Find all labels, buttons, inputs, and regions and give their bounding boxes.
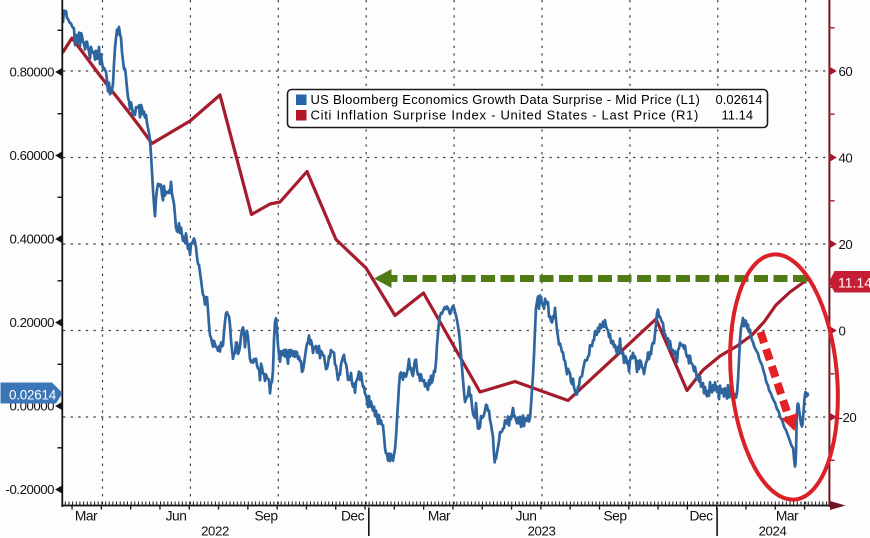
svg-text:Jun: Jun xyxy=(166,509,187,524)
svg-text:0.80000: 0.80000 xyxy=(9,65,54,80)
svg-text:Citi Inflation Surprise Index: Citi Inflation Surprise Index - United S… xyxy=(311,108,700,123)
svg-text:0: 0 xyxy=(839,323,846,338)
svg-text:Jun: Jun xyxy=(516,509,537,524)
svg-text:Mar: Mar xyxy=(75,509,98,524)
svg-text:2023: 2023 xyxy=(528,524,556,538)
svg-text:-0.20000: -0.20000 xyxy=(6,482,55,497)
svg-text:0.02614: 0.02614 xyxy=(716,92,763,107)
svg-text:11.14: 11.14 xyxy=(838,275,870,291)
svg-text:40: 40 xyxy=(839,150,853,165)
svg-text:0.40000: 0.40000 xyxy=(9,232,54,247)
svg-text:11.14: 11.14 xyxy=(722,108,754,123)
svg-text:Dec: Dec xyxy=(341,509,365,524)
svg-text:60: 60 xyxy=(839,64,853,79)
svg-text:20: 20 xyxy=(839,237,853,252)
svg-text:0.02614: 0.02614 xyxy=(9,388,57,403)
svg-text:0.60000: 0.60000 xyxy=(9,148,54,163)
svg-text:Mar: Mar xyxy=(428,509,451,524)
svg-text:Mar: Mar xyxy=(776,509,799,524)
svg-text:US Bloomberg Economics Growth: US Bloomberg Economics Growth Data Surpr… xyxy=(311,92,701,107)
svg-text:Sep: Sep xyxy=(603,509,627,524)
svg-text:Dec: Dec xyxy=(689,509,713,524)
svg-text:-20: -20 xyxy=(839,410,857,425)
svg-text:2024: 2024 xyxy=(759,524,787,538)
svg-text:Sep: Sep xyxy=(254,509,278,524)
svg-text:2022: 2022 xyxy=(201,524,229,538)
svg-text:0.20000: 0.20000 xyxy=(9,315,54,330)
